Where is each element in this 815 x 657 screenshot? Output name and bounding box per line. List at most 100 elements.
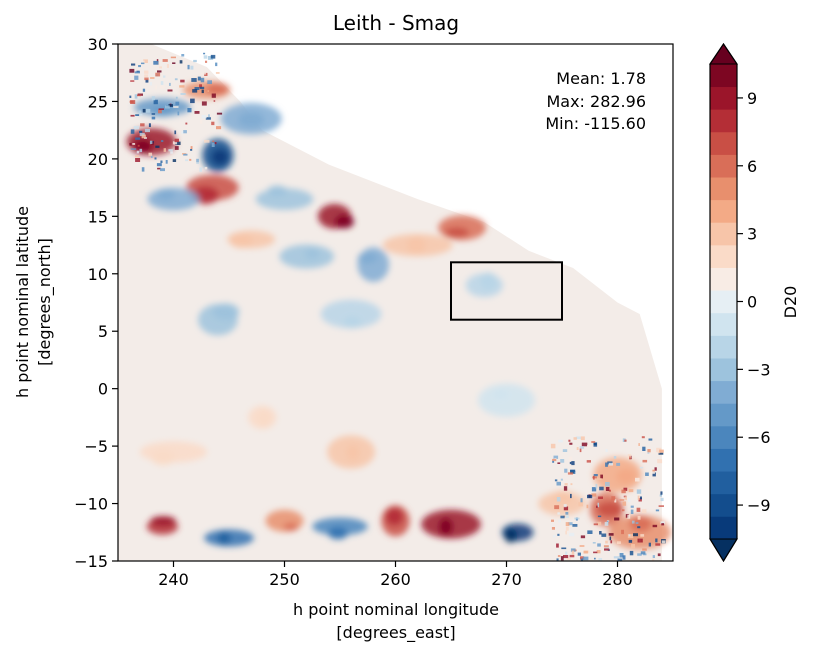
colorbar-tick-label: −6 (747, 428, 771, 447)
noise-cell (141, 62, 145, 65)
noise-cell (554, 505, 560, 510)
y-tick-label: 30 (88, 35, 108, 54)
anomaly-core (346, 444, 360, 461)
noise-cell (563, 504, 567, 508)
noise-cell (551, 519, 554, 522)
noise-cell (144, 70, 149, 74)
noise-cell (211, 121, 215, 126)
y-tick-label: 25 (88, 92, 108, 111)
noise-cell (624, 439, 627, 442)
noise-cell (621, 529, 624, 535)
noise-cell (621, 489, 626, 494)
noise-cell (597, 502, 600, 508)
noise-cell (561, 547, 567, 550)
noise-cell (579, 448, 582, 453)
noise-cell (203, 52, 206, 55)
noise-cell (648, 542, 651, 547)
noise-cell (160, 81, 164, 85)
colorbar-segment (710, 222, 737, 246)
y-tick-label: 20 (88, 150, 108, 169)
noise-cell (211, 142, 215, 147)
noise-cell (627, 534, 634, 539)
anomaly-core (406, 236, 426, 254)
noise-cell (648, 438, 653, 441)
noise-cell (636, 489, 642, 494)
noise-cell (207, 80, 212, 84)
noise-cell (560, 459, 565, 463)
noise-cell (571, 461, 575, 466)
noise-cell (597, 515, 602, 518)
colorbar-segment (710, 244, 737, 268)
anomaly-core (206, 83, 229, 95)
noise-cell (138, 110, 141, 115)
anomaly-core (151, 107, 174, 117)
noise-cell (657, 459, 663, 464)
noise-cell (155, 145, 160, 148)
noise-cell (637, 526, 641, 529)
x-axis-label: h point nominal longitude (293, 600, 499, 619)
noise-cell (143, 59, 148, 63)
x-tick-label: 280 (602, 570, 633, 589)
noise-cell (563, 555, 569, 559)
noise-cell (652, 555, 655, 558)
colorbar-segment (710, 154, 737, 178)
noise-cell (657, 553, 661, 557)
noise-cell (148, 152, 153, 156)
noise-cell (137, 144, 140, 147)
noise-cell (570, 548, 576, 552)
stat-mean: Mean: 1.78 (556, 69, 646, 88)
anomaly-core (343, 316, 361, 329)
noise-cell (583, 550, 588, 554)
anomaly-core (151, 450, 175, 466)
noise-cell (608, 489, 611, 492)
chart-title: Leith - Smag (333, 11, 459, 35)
noise-cell (149, 140, 153, 145)
noise-cell (151, 96, 156, 101)
noise-cell (599, 531, 602, 535)
y-tick-label: −10 (74, 495, 108, 514)
noise-cell (134, 75, 139, 80)
noise-cell (608, 462, 613, 466)
noise-cell (187, 108, 192, 113)
noise-cell (204, 166, 208, 170)
noise-cell (170, 151, 173, 154)
noise-cell (637, 515, 641, 520)
noise-cell (565, 512, 569, 515)
noise-cell (554, 479, 558, 482)
anomaly-core (385, 508, 404, 526)
noise-cell (153, 99, 158, 105)
noise-cell (627, 514, 631, 519)
colorbar-tick-label: −3 (747, 360, 771, 379)
noise-cell (586, 460, 591, 463)
noise-cell (586, 504, 589, 509)
stat-max: Max: 282.96 (546, 92, 646, 111)
noise-cell (587, 445, 593, 448)
ocean-base (118, 44, 662, 561)
anomaly-core (616, 468, 637, 484)
anomaly-core (238, 112, 265, 128)
noise-cell (630, 509, 634, 514)
x-tick-label: 270 (491, 570, 522, 589)
noise-cell (617, 541, 621, 544)
noise-cell (144, 74, 149, 77)
fine-structure (129, 52, 666, 561)
noise-cell (205, 117, 211, 120)
anomaly-core (439, 518, 453, 536)
noise-cell (613, 456, 617, 459)
noise-cell (190, 98, 195, 104)
noise-cell (130, 80, 135, 82)
colorbar-segment (710, 290, 737, 314)
noise-cell (138, 65, 141, 68)
noise-cell (137, 94, 141, 97)
noise-cell (552, 460, 555, 463)
noise-cell (575, 436, 581, 439)
noise-cell (199, 84, 202, 88)
noise-cell (563, 506, 569, 511)
colorbar-tick-label: 3 (747, 225, 757, 244)
noise-cell (659, 494, 662, 497)
noise-cell (129, 95, 132, 98)
y-tick-label: −5 (84, 437, 108, 456)
noise-cell (600, 474, 603, 479)
colorbar-segment (710, 425, 737, 449)
anomaly-core (267, 185, 287, 196)
